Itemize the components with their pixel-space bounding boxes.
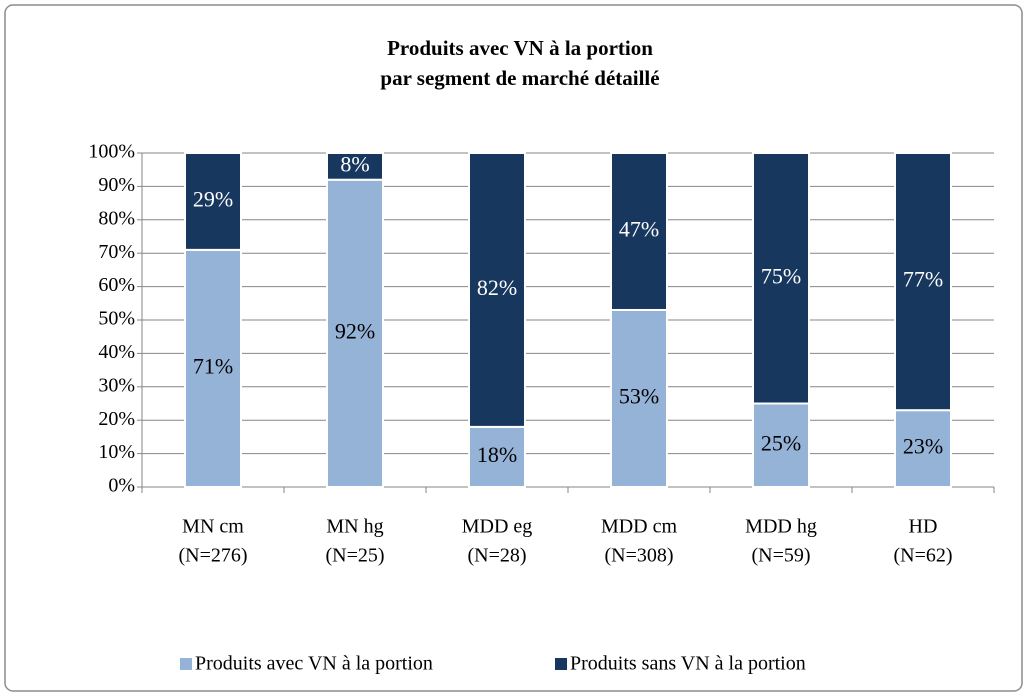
y-tick-label: 40%: [98, 341, 135, 363]
bar-segment: [610, 308, 668, 489]
bar-segment: [752, 402, 810, 488]
data-label: 8%: [340, 151, 369, 176]
bar-segment: [610, 152, 668, 311]
x-tick-label: HD: [909, 516, 938, 538]
data-label: 77%: [903, 267, 943, 292]
data-label: 82%: [477, 275, 517, 300]
data-label: 18%: [477, 442, 517, 467]
y-tick-label: 80%: [98, 207, 135, 229]
x-tick-label: (N=59): [751, 545, 810, 567]
y-tick-label: 0%: [108, 475, 135, 497]
legend-label: Produits sans VN à la portion: [570, 653, 806, 675]
x-tick-label: (N=308): [604, 545, 673, 567]
x-tick-label: MN cm: [182, 516, 244, 538]
data-label: 75%: [761, 263, 801, 288]
y-tick-label: 100%: [88, 141, 135, 163]
data-label: 29%: [193, 186, 233, 211]
chart-title: Produits avec VN à la portion: [387, 36, 653, 60]
bar-segment: [184, 248, 242, 488]
y-tick-label: 50%: [98, 308, 135, 330]
bar-segment: [326, 152, 384, 181]
data-label: 92%: [335, 318, 375, 343]
x-tick-label: MDD eg: [462, 516, 533, 538]
bar-segment: [894, 409, 952, 488]
bar-segment: [468, 152, 526, 428]
x-tick-label: (N=25): [325, 545, 384, 567]
data-label: 71%: [193, 353, 233, 378]
y-tick-label: 90%: [98, 174, 135, 196]
data-label: 23%: [903, 434, 943, 459]
x-tick-label: (N=62): [893, 545, 952, 567]
bar-segment: [752, 152, 810, 405]
x-tick-label: MDD cm: [601, 516, 678, 538]
x-tick-label: (N=28): [467, 545, 526, 567]
data-label: 47%: [619, 217, 659, 242]
y-tick-label: 10%: [98, 441, 135, 463]
bar-segment: [894, 152, 952, 412]
data-label: 25%: [761, 430, 801, 455]
legend-label: Produits avec VN à la portion: [195, 653, 433, 675]
y-tick-label: 60%: [98, 274, 135, 296]
x-tick-label: MDD hg: [745, 516, 817, 538]
bar-segment: [184, 152, 242, 251]
x-tick-label: MN hg: [326, 516, 383, 538]
chart-subtitle: par segment de marché détaillé: [380, 66, 659, 90]
legend-swatch: [555, 658, 567, 670]
y-tick-label: 70%: [98, 241, 135, 263]
bar-segment: [326, 178, 384, 488]
data-label: 53%: [619, 384, 659, 409]
legend-swatch: [180, 658, 192, 670]
y-tick-label: 20%: [98, 408, 135, 430]
x-tick-label: (N=276): [178, 545, 247, 567]
bar-segment: [468, 425, 526, 489]
y-tick-label: 30%: [98, 374, 135, 396]
